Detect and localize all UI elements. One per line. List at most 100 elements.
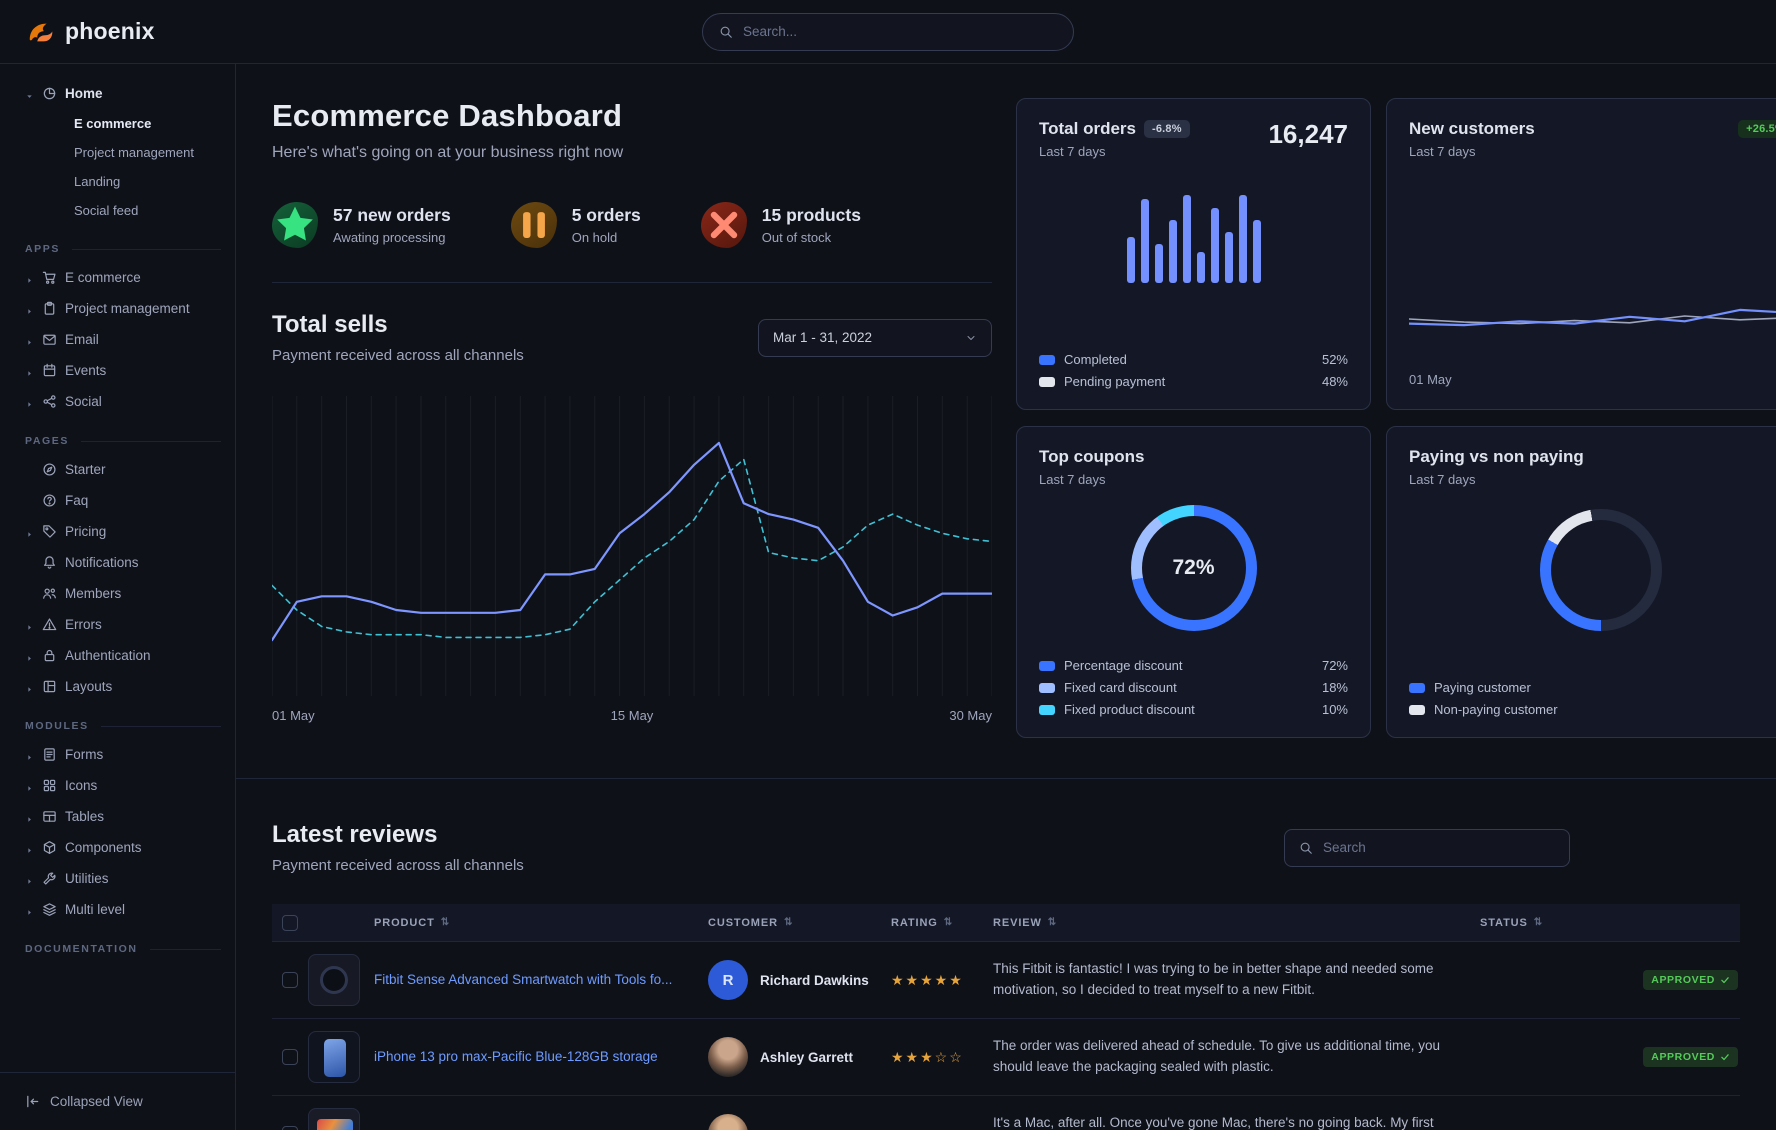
total-orders-bar-chart — [1126, 181, 1261, 283]
sidebar-subitem-e-commerce[interactable]: E commerce — [74, 116, 152, 131]
chevron-down-icon — [965, 332, 977, 344]
row-checkbox[interactable] — [282, 972, 298, 988]
total-sells-title: Total sells — [272, 311, 388, 338]
share-icon — [42, 394, 57, 409]
row-checkbox[interactable] — [282, 1126, 298, 1130]
sidebar-item-icons[interactable]: Icons — [0, 770, 235, 801]
column-header-rating[interactable]: RATING ⇅ — [891, 917, 993, 929]
sort-icon: ⇅ — [783, 917, 794, 928]
sidebar-item-e-commerce[interactable]: E commerce — [0, 262, 235, 293]
legend-swatch — [1039, 376, 1055, 387]
column-header-review[interactable]: REVIEW ⇅ — [993, 917, 1480, 929]
page-title: Ecommerce Dashboard — [272, 98, 623, 133]
customer-name: Ashley Garrett — [760, 1049, 854, 1065]
product-link[interactable]: iPhone 13 pro max-Pacific Blue-128GB sto… — [374, 1048, 658, 1064]
sidebar-subitem-social-feed[interactable]: Social feed — [74, 203, 139, 218]
sidebar-item-label: Errors — [65, 617, 102, 632]
row-checkbox[interactable] — [282, 1049, 298, 1065]
x-tick: 30 May — [949, 708, 992, 723]
product-image — [308, 1108, 360, 1130]
search-icon — [1299, 841, 1313, 855]
product-link[interactable]: Fitbit Sense Advanced Smartwatch with To… — [374, 971, 673, 987]
sidebar-item-tables[interactable]: Tables — [0, 801, 235, 832]
status-label: APPROVED — [1651, 1051, 1715, 1063]
stat-5-orders: 5 orders On hold — [510, 202, 641, 248]
dashboard-row: Ecommerce Dashboard Here's what's going … — [236, 64, 1776, 738]
column-label: RATING — [891, 916, 938, 929]
sort-icon: ⇅ — [440, 917, 450, 928]
column-header-product[interactable]: PRODUCT ⇅ — [374, 917, 708, 929]
caret-right-icon — [25, 750, 34, 760]
sort-icon: ⇅ — [1533, 917, 1544, 928]
date-range-select[interactable]: Mar 1 - 31, 2022 — [758, 318, 992, 357]
section-divider — [272, 282, 992, 283]
collapsed-view-button[interactable]: Collapsed View — [0, 1072, 235, 1130]
column-header-customer[interactable]: CUSTOMER ⇅ — [708, 917, 891, 929]
lock-icon — [42, 648, 57, 663]
sidebar-item-starter[interactable]: Starter — [0, 454, 235, 485]
sidebar-item-home[interactable]: Home — [0, 78, 235, 109]
status-badge: APPROVED — [1643, 1047, 1738, 1067]
table-icon — [42, 809, 57, 824]
legend-label: Percentage discount — [1064, 658, 1183, 673]
caret-right-icon — [25, 843, 34, 853]
sidebar-item-layouts[interactable]: Layouts — [0, 671, 235, 702]
brand-name: phoenix — [65, 18, 155, 44]
sidebar-section-documentation: DOCUMENTATION — [0, 943, 235, 955]
sidebar-item-events[interactable]: Events — [0, 355, 235, 386]
sidebar-subitem-landing[interactable]: Landing — [74, 174, 121, 189]
legend-label: Paying customer — [1434, 680, 1531, 695]
total-orders-badge: -6.8% — [1143, 120, 1190, 138]
bell-icon — [42, 555, 57, 570]
sidebar-item-email[interactable]: Email — [0, 324, 235, 355]
sidebar-subitem-project-management[interactable]: Project management — [74, 145, 194, 160]
card-head: Total orders -6.8% Last 7 days 16,247 — [1039, 119, 1348, 159]
sidebar-item-faq[interactable]: Faq — [0, 485, 235, 516]
sidebar-item-pricing[interactable]: Pricing — [0, 516, 235, 547]
navbar-search[interactable] — [702, 12, 1074, 51]
brand-logo[interactable]: phoenix — [26, 17, 155, 47]
reviews-search[interactable] — [1284, 828, 1570, 867]
sidebar-item-errors[interactable]: Errors — [0, 609, 235, 640]
clipboard-icon — [42, 301, 57, 316]
reviews-search-input[interactable] — [1323, 840, 1555, 855]
reviews-table: PRODUCT ⇅ CUSTOMER ⇅ RATING ⇅ REVIEW ⇅ STATUS ⇅ F… — [272, 904, 1740, 1130]
caret-right-icon — [25, 335, 34, 345]
review-text: The order was delivered ahead of schedul… — [993, 1038, 1441, 1074]
sidebar-item-forms[interactable]: Forms — [0, 739, 235, 770]
column-label: REVIEW — [993, 916, 1042, 929]
status-badge: APPROVED — [1643, 970, 1738, 990]
users-icon — [42, 586, 57, 601]
bar — [1196, 252, 1205, 283]
calendar-icon — [42, 363, 57, 378]
bar — [1252, 220, 1261, 283]
sidebar-item-authentication[interactable]: Authentication — [0, 640, 235, 671]
bar — [1140, 199, 1149, 283]
sidebar-item-label: Tables — [65, 809, 105, 824]
column-label: PRODUCT — [374, 916, 435, 929]
new-customers-badge: +26.5% — [1738, 120, 1776, 138]
total-orders-value: 16,247 — [1268, 119, 1348, 149]
sidebar: Home E commerce Project management Landing S… — [0, 64, 236, 1130]
sidebar-item-project-management[interactable]: Project management — [0, 293, 235, 324]
sidebar-item-multi-level[interactable]: Multi level — [0, 894, 235, 925]
sidebar-item-notifications[interactable]: Notifications — [0, 547, 235, 578]
warning-triangle-icon — [42, 617, 57, 632]
select-all-checkbox[interactable] — [282, 914, 298, 931]
caret-right-icon — [25, 905, 34, 915]
sidebar-item-social[interactable]: Social — [0, 386, 235, 417]
status-label: APPROVED — [1651, 974, 1715, 986]
cart-icon — [42, 270, 57, 285]
caret-right-icon — [25, 781, 34, 791]
navbar-search-input[interactable] — [743, 24, 1057, 39]
sidebar-item-label: Events — [65, 363, 107, 378]
column-header-status[interactable]: STATUS ⇅ — [1480, 917, 1740, 929]
caret-right-icon — [25, 527, 34, 537]
sidebar-item-components[interactable]: Components — [0, 832, 235, 863]
sidebar-item-utilities[interactable]: Utilities — [0, 863, 235, 894]
sidebar-item-members[interactable]: Members — [0, 578, 235, 609]
total-sells-x-axis: 01 May 15 May 30 May — [272, 708, 992, 723]
caret-down-icon — [25, 89, 34, 98]
legend-swatch — [1409, 704, 1425, 715]
